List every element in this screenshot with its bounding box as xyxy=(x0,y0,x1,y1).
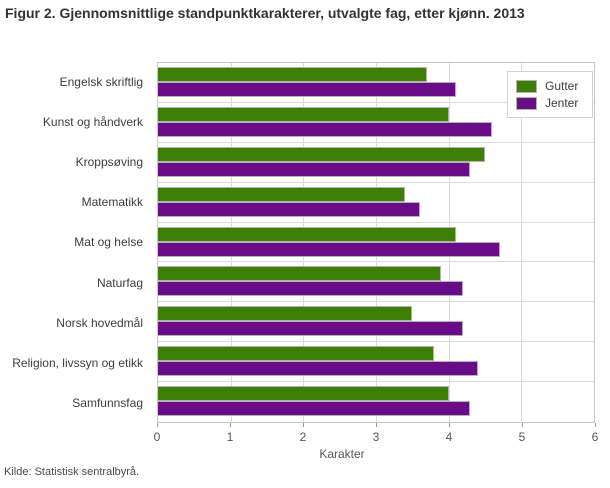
bar-group xyxy=(158,342,594,382)
x-tick-mark xyxy=(449,423,450,427)
legend-label-gutter: Gutter xyxy=(545,79,579,93)
x-tick-label: 4 xyxy=(445,430,453,444)
bar-group xyxy=(158,223,594,263)
bar-jenter xyxy=(158,121,493,137)
bar-jenter xyxy=(158,321,464,337)
category-label: Religion, livssyn og etikk xyxy=(12,355,143,370)
bar-jenter xyxy=(158,361,478,377)
bar-gutter xyxy=(158,106,449,122)
x-tick-label: 1 xyxy=(226,430,234,444)
category-label: Norsk hovedmål xyxy=(56,315,143,330)
bar-gutter xyxy=(158,186,406,202)
legend-swatch-jenter xyxy=(516,96,537,110)
bar-gutter xyxy=(158,386,449,401)
x-tick-mark xyxy=(303,423,304,427)
category-label: Naturfag xyxy=(96,275,143,290)
category-label: Matematikk xyxy=(81,195,143,210)
legend-swatch-gutter xyxy=(516,79,537,93)
plot-area xyxy=(157,62,595,423)
legend-item-jenter: Jenter xyxy=(516,96,586,110)
bar-group xyxy=(158,382,594,422)
x-axis-title: Karakter xyxy=(319,447,365,461)
legend-label-jenter: Jenter xyxy=(545,96,579,110)
x-tick-label: 5 xyxy=(518,430,526,444)
bar-jenter xyxy=(158,161,471,177)
x-tick-label: 6 xyxy=(591,430,599,444)
legend: Gutter Jenter xyxy=(507,71,593,118)
gridline-vertical xyxy=(521,63,523,422)
bar-gutter xyxy=(158,67,427,82)
x-tick-mark xyxy=(157,423,158,427)
x-tick-mark xyxy=(376,423,377,427)
x-tick-label: 3 xyxy=(372,430,380,444)
bar-gutter xyxy=(158,226,456,242)
category-label: Engelsk skriftlig xyxy=(59,75,143,90)
bar-group xyxy=(158,302,594,343)
bar-gutter xyxy=(158,266,442,282)
bar-jenter xyxy=(158,241,500,257)
bar-group xyxy=(158,63,594,103)
category-label: Kunst og håndverk xyxy=(42,115,143,130)
category-axis: Engelsk skriftlig Kunst og håndverk Kropps… xyxy=(0,62,150,423)
bar-group xyxy=(158,143,594,183)
bar-gutter xyxy=(158,306,413,322)
source-note: Kilde: Statistisk sentralbyrå. xyxy=(4,466,140,478)
category-label: Kroppsøving xyxy=(75,155,143,170)
bar-jenter xyxy=(158,281,464,297)
figure-title: Figur 2. Gjennomsnittlige standpunktkara… xyxy=(5,5,525,21)
bar-group xyxy=(158,103,594,143)
x-tick-label: 0 xyxy=(153,430,161,444)
category-label: Mat og helse xyxy=(74,235,143,250)
x-tick-mark xyxy=(522,423,523,427)
bar-jenter xyxy=(158,401,471,416)
x-tick-mark xyxy=(230,423,231,427)
bar-group xyxy=(158,262,594,303)
category-label: Samfunnsfag xyxy=(72,395,143,410)
x-tick-mark xyxy=(595,423,596,427)
bar-group xyxy=(158,183,594,223)
bar-gutter xyxy=(158,146,485,162)
bar-jenter xyxy=(158,201,420,217)
bar-gutter xyxy=(158,346,435,362)
x-tick-label: 2 xyxy=(299,430,307,444)
bar-jenter xyxy=(158,82,456,97)
legend-item-gutter: Gutter xyxy=(516,79,586,93)
